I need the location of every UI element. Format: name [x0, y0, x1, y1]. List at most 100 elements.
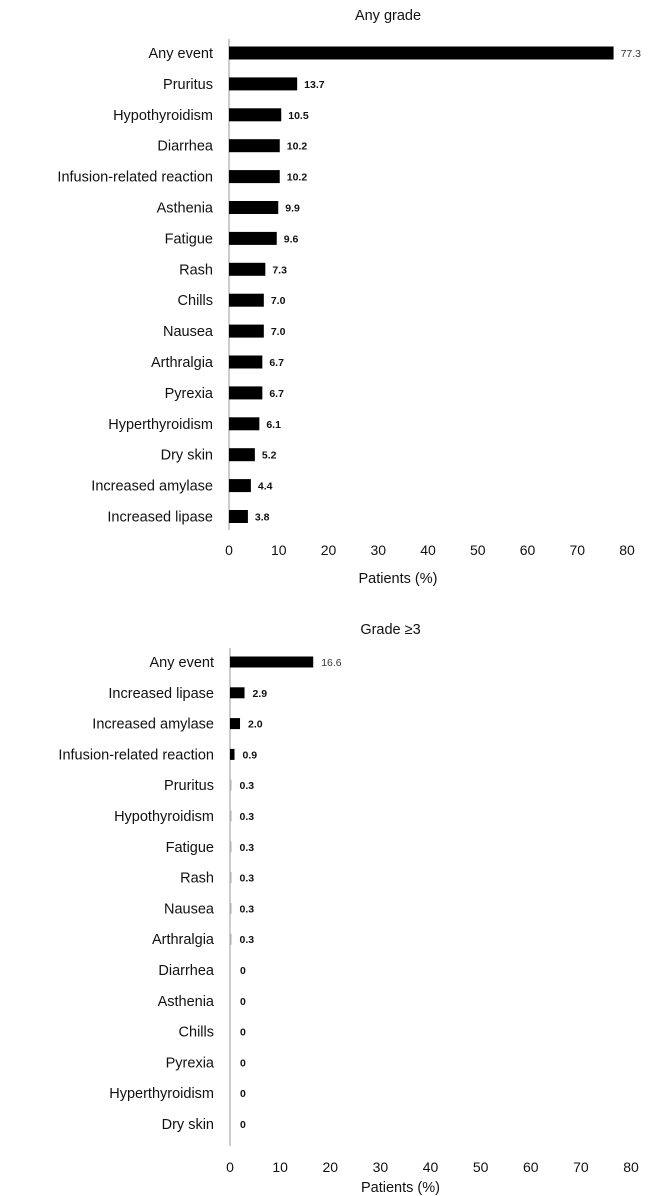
- bar: [229, 77, 298, 91]
- x-tick-label: 80: [623, 1159, 639, 1175]
- chart-title: Grade ≥3: [360, 622, 420, 638]
- x-tick-label: 20: [321, 542, 337, 558]
- category-label: Rash: [179, 262, 213, 278]
- bar: [230, 933, 232, 945]
- bar: [230, 810, 232, 822]
- category-label: Increased amylase: [91, 479, 213, 495]
- x-tick-label: 0: [226, 1159, 234, 1175]
- data-label: 0.3: [240, 903, 255, 915]
- category-label: Infusion-related reaction: [57, 170, 213, 186]
- bar: [230, 902, 232, 914]
- data-label: 7.0: [271, 326, 286, 338]
- x-tick-label: 10: [271, 542, 287, 558]
- data-label: 3.8: [255, 512, 270, 524]
- bar: [229, 139, 280, 153]
- data-label: 13.7: [304, 79, 325, 91]
- data-label: 6.1: [266, 419, 281, 431]
- bar: [230, 656, 314, 668]
- data-label: 0.3: [240, 780, 255, 792]
- category-label: Hypothyroidism: [114, 809, 214, 825]
- category-label: Asthenia: [158, 994, 215, 1010]
- category-label: Chills: [178, 293, 213, 309]
- data-label: 10.2: [287, 141, 308, 153]
- bar: [229, 293, 264, 307]
- data-label: 5.2: [262, 450, 277, 462]
- x-tick-label: 20: [322, 1159, 338, 1175]
- category-label: Increased lipase: [107, 510, 213, 526]
- x-tick-label: 40: [420, 542, 436, 558]
- x-tick-label: 60: [520, 542, 536, 558]
- data-label: 9.9: [285, 203, 300, 215]
- data-label: 0.3: [240, 842, 255, 854]
- bar: [230, 872, 232, 884]
- x-axis-title: Patients (%): [361, 1180, 440, 1196]
- x-tick-label: 10: [272, 1159, 288, 1175]
- category-label: Hypothyroidism: [113, 108, 213, 124]
- bar: [229, 355, 263, 369]
- x-tick-label: 60: [523, 1159, 539, 1175]
- category-label: Pyrexia: [166, 1055, 215, 1071]
- category-label: Hyperthyroidism: [109, 1086, 214, 1102]
- data-label: 0: [240, 1027, 246, 1039]
- data-label: 0: [240, 996, 246, 1008]
- category-label: Infusion-related reaction: [58, 747, 214, 763]
- x-tick-label: 30: [370, 542, 386, 558]
- category-label: Chills: [179, 1025, 214, 1041]
- x-tick-label: 0: [225, 542, 233, 558]
- bar: [229, 417, 260, 431]
- category-label: Diarrhea: [158, 963, 215, 979]
- chart-grade-3-or-higher: Grade ≥3 Any event 16.6 Increased lipase 2.9…: [58, 622, 639, 1196]
- category-label: Fatigue: [165, 231, 213, 247]
- chart-title: Any grade: [355, 8, 421, 24]
- data-label: 0.9: [243, 749, 258, 761]
- data-label: 0: [240, 1119, 246, 1131]
- bar: [230, 718, 241, 730]
- bar: [229, 201, 279, 214]
- data-label: 0: [240, 965, 246, 977]
- bar: [229, 262, 266, 276]
- bar: [229, 448, 255, 462]
- category-label: Pyrexia: [165, 386, 214, 402]
- data-label: 4.4: [258, 481, 273, 493]
- category-label: Any event: [149, 46, 214, 62]
- data-label: 6.7: [269, 357, 284, 369]
- bar: [230, 779, 232, 791]
- bar: [229, 46, 614, 60]
- data-label: 0.3: [240, 811, 255, 823]
- category-label: Nausea: [164, 901, 215, 917]
- data-label: 0.3: [240, 873, 255, 885]
- category-label: Pruritus: [164, 778, 214, 794]
- x-tick-label: 50: [470, 542, 486, 558]
- data-label: 0: [240, 1057, 246, 1069]
- bar: [229, 386, 263, 400]
- bar: [230, 748, 235, 760]
- bar: [230, 841, 232, 853]
- data-label: 10.2: [287, 172, 308, 184]
- category-label: Arthralgia: [152, 932, 215, 948]
- bar: [229, 324, 264, 338]
- category-label: Fatigue: [166, 840, 214, 856]
- bar: [230, 687, 245, 699]
- bar: [229, 231, 277, 245]
- category-label: Dry skin: [162, 1117, 214, 1133]
- x-tick-label: 70: [573, 1159, 589, 1175]
- chart-any-grade: Any grade Any event 77.3 Pruritus 13.7 Hypoth…: [57, 8, 642, 587]
- bar: [229, 170, 280, 184]
- data-label: 0.3: [240, 934, 255, 946]
- data-label: 9.6: [284, 233, 299, 245]
- data-label: 16.6: [321, 657, 342, 669]
- data-label: 7.0: [271, 295, 286, 307]
- x-axis-title: Patients (%): [359, 571, 438, 587]
- x-tick-label: 70: [569, 542, 585, 558]
- data-label: 0: [240, 1088, 246, 1100]
- data-label: 7.3: [272, 264, 287, 276]
- data-label: 6.7: [269, 388, 284, 400]
- category-label: Hyperthyroidism: [108, 417, 213, 433]
- x-tick-label: 30: [373, 1159, 389, 1175]
- data-label: 2.9: [253, 688, 268, 700]
- bar: [229, 108, 282, 122]
- data-label: 77.3: [621, 48, 642, 60]
- x-tick-label: 50: [473, 1159, 489, 1175]
- category-label: Diarrhea: [157, 139, 214, 155]
